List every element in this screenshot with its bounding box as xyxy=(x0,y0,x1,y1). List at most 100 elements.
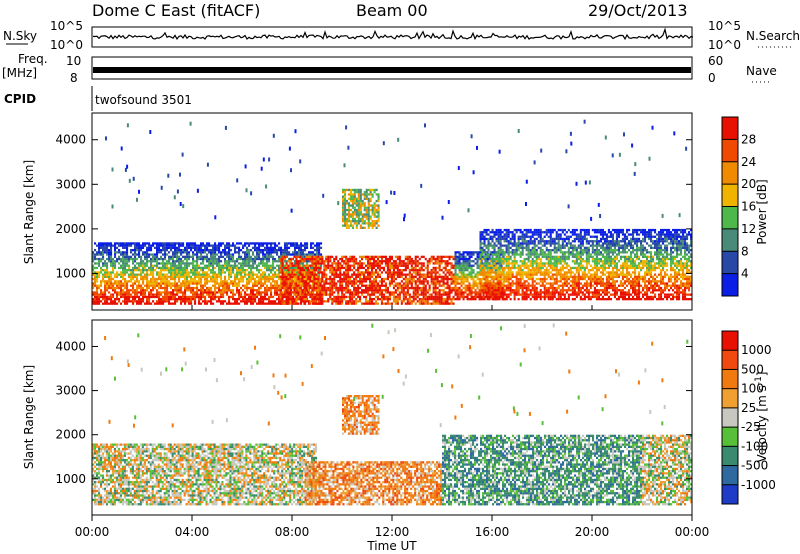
range-cell xyxy=(104,293,107,296)
range-cell xyxy=(176,271,179,274)
range-cell xyxy=(458,282,461,285)
range-cell xyxy=(388,302,391,305)
range-cell xyxy=(388,282,391,285)
range-cell xyxy=(230,249,233,252)
range-cell xyxy=(222,251,225,254)
range-cell xyxy=(378,275,381,278)
range-cell xyxy=(499,284,502,287)
range-cell xyxy=(472,280,475,283)
range-cell xyxy=(289,282,292,285)
range-cell xyxy=(289,260,292,263)
range-cell xyxy=(162,280,165,283)
range-cell xyxy=(180,242,183,245)
range-cell xyxy=(108,284,111,287)
range-cell xyxy=(178,286,181,290)
range-cell xyxy=(236,302,239,305)
range-cell xyxy=(274,271,277,274)
range-cell xyxy=(184,286,187,290)
range-cell xyxy=(162,275,165,278)
range-cell xyxy=(489,286,492,290)
range-cell xyxy=(331,264,334,267)
range-cell xyxy=(283,300,286,303)
range-cell xyxy=(182,255,185,258)
range-cell xyxy=(361,193,364,196)
range-cell xyxy=(228,242,231,245)
range-cell xyxy=(375,271,378,274)
range-cell xyxy=(303,260,306,263)
range-cell xyxy=(232,271,235,274)
range-cell xyxy=(298,251,301,254)
range-cell xyxy=(320,264,323,267)
range-cell xyxy=(474,280,477,283)
range-cell xyxy=(136,249,139,252)
range-cell xyxy=(276,269,279,272)
range-cell xyxy=(114,249,117,252)
range-cell xyxy=(266,280,269,283)
range-cell xyxy=(228,295,231,299)
range-cell xyxy=(341,298,344,301)
range-cell xyxy=(426,273,429,276)
range-cell xyxy=(396,286,399,290)
range-cell xyxy=(307,275,310,278)
range-cell xyxy=(196,280,199,283)
range-cell xyxy=(317,257,320,261)
range-cell xyxy=(361,293,364,296)
range-cell xyxy=(456,286,459,290)
range-cell xyxy=(371,293,374,296)
range-cell xyxy=(210,277,213,281)
range-cell xyxy=(240,300,243,303)
range-cell xyxy=(335,286,338,290)
range-cell xyxy=(375,220,378,223)
range-cell xyxy=(212,246,215,249)
range-cell xyxy=(110,257,113,261)
range-cell xyxy=(286,260,289,263)
range-cell xyxy=(369,257,372,261)
range-cell xyxy=(124,253,127,256)
range-cell xyxy=(112,269,115,272)
range-cell xyxy=(246,277,249,281)
range-cell xyxy=(228,249,231,252)
range-cell xyxy=(499,228,502,232)
range-cell xyxy=(256,266,259,270)
range-cell xyxy=(329,280,332,283)
range-cell xyxy=(349,266,352,270)
range-cell xyxy=(232,298,235,301)
range-cell xyxy=(337,260,340,263)
range-cell xyxy=(289,269,292,272)
range-cell xyxy=(144,273,147,276)
range-cell xyxy=(200,273,203,276)
range-cell xyxy=(194,300,197,303)
range-cell xyxy=(327,282,330,285)
range-cell xyxy=(325,264,328,267)
range-cell xyxy=(390,302,393,305)
range-cell xyxy=(365,208,368,212)
range-cell xyxy=(481,257,484,261)
range-cell xyxy=(367,293,370,296)
range-cell xyxy=(351,211,354,214)
range-cell xyxy=(134,246,137,249)
range-cell xyxy=(436,293,439,296)
range-cell xyxy=(287,300,290,303)
range-cell xyxy=(200,284,203,287)
range-cell xyxy=(268,251,271,254)
range-cell xyxy=(337,266,340,270)
range-cell xyxy=(94,271,97,274)
range-cell xyxy=(351,284,354,287)
range-cell xyxy=(428,289,431,292)
range-cell xyxy=(280,286,283,290)
range-cell xyxy=(412,298,415,301)
range-cell xyxy=(497,237,500,241)
range-cell xyxy=(272,242,275,245)
range-cell xyxy=(128,295,131,299)
range-cell xyxy=(180,291,183,294)
range-cell xyxy=(92,286,95,290)
range-cell xyxy=(458,275,461,278)
range-cell xyxy=(323,286,326,290)
range-cell xyxy=(378,280,381,283)
range-cell xyxy=(436,282,439,285)
range-cell xyxy=(454,289,457,292)
range-cell xyxy=(238,284,241,287)
range-cell xyxy=(184,298,187,301)
range-cell xyxy=(499,249,502,252)
range-cell xyxy=(353,280,356,283)
